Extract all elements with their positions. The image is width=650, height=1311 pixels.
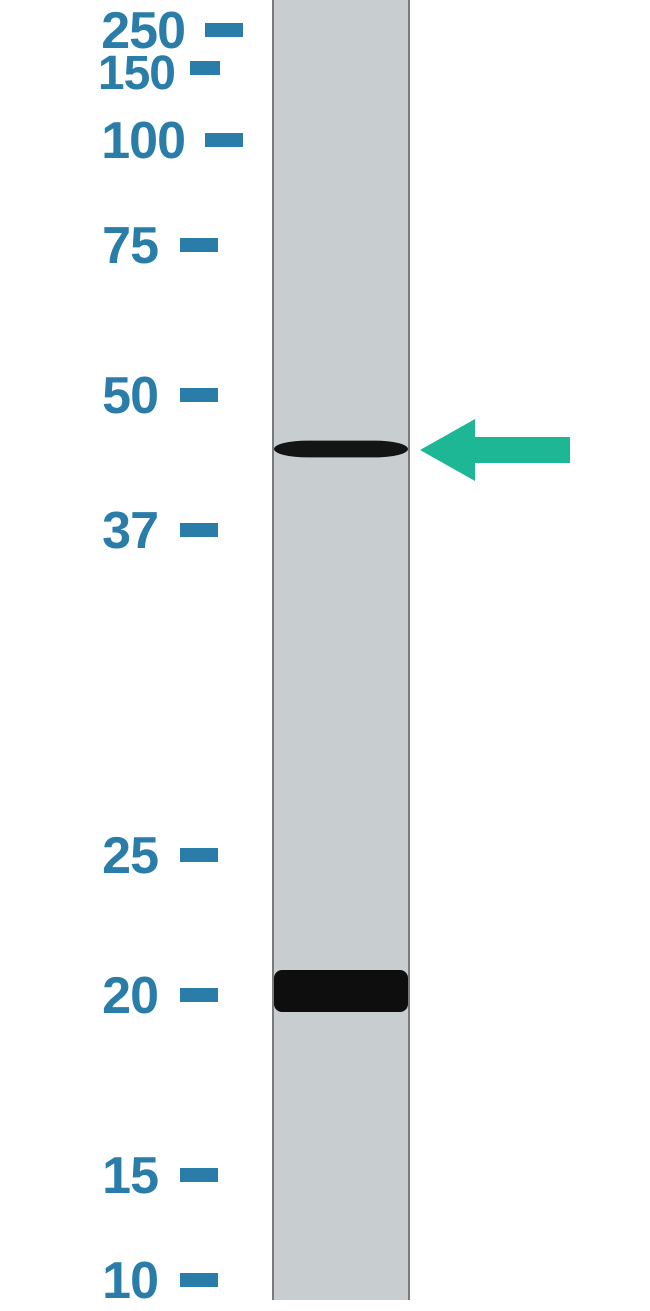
- marker-tick-75: [180, 238, 218, 252]
- marker-label-37: 37: [102, 501, 158, 561]
- arrow-head-icon: [420, 419, 475, 481]
- target-band-arrow: [420, 419, 570, 481]
- marker-tick-20: [180, 988, 218, 1002]
- marker-label-10: 10: [102, 1251, 158, 1311]
- marker-tick-10: [180, 1273, 218, 1287]
- marker-label-150: 150: [98, 46, 175, 101]
- marker-tick-15: [180, 1168, 218, 1182]
- protein-band-upper: [274, 441, 408, 458]
- western-blot-diagram: 25015010075503725201510: [0, 0, 650, 1300]
- marker-label-75: 75: [102, 216, 158, 276]
- marker-tick-150: [190, 61, 220, 75]
- marker-label-15: 15: [102, 1146, 158, 1206]
- marker-tick-250: [205, 23, 243, 37]
- protein-band-lower: [274, 970, 408, 1012]
- marker-tick-25: [180, 848, 218, 862]
- gel-lane: [272, 0, 410, 1300]
- marker-tick-37: [180, 523, 218, 537]
- marker-tick-50: [180, 388, 218, 402]
- arrow-shaft: [475, 437, 570, 463]
- marker-tick-100: [205, 133, 243, 147]
- marker-label-20: 20: [102, 966, 158, 1026]
- marker-label-100: 100: [101, 111, 185, 171]
- marker-label-50: 50: [102, 366, 158, 426]
- marker-label-25: 25: [102, 826, 158, 886]
